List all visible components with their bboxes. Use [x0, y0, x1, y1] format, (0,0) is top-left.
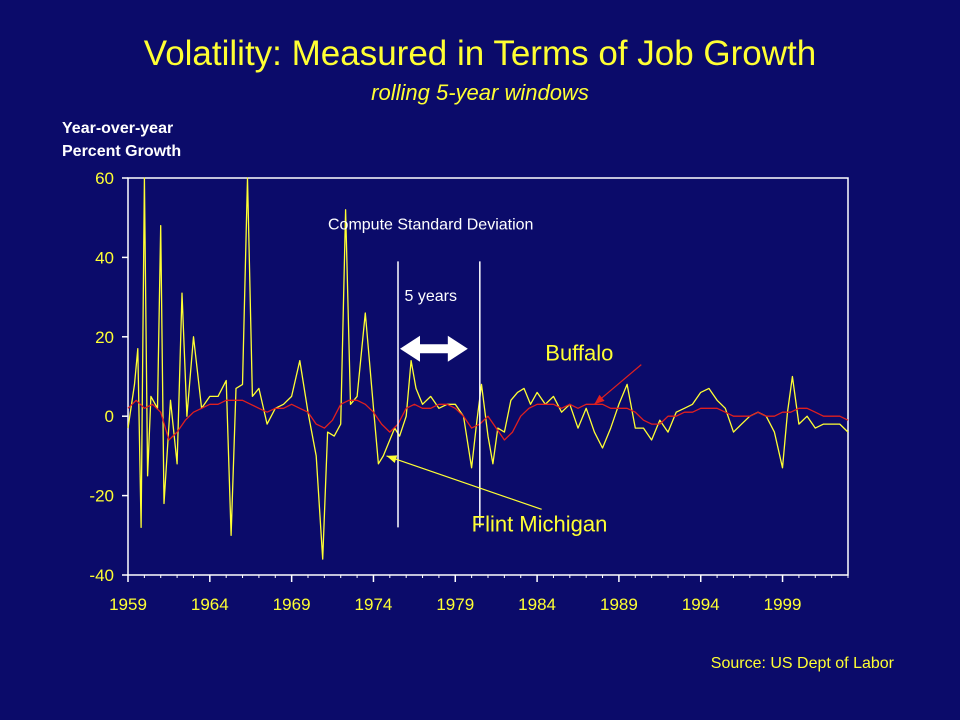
y-tick-label: -20	[89, 487, 114, 506]
y-axis-label-line2: Percent Growth	[62, 143, 182, 160]
chart-title: Volatility: Measured in Terms of Job Gro…	[143, 34, 817, 73]
y-axis-label-line1: Year-over-year	[62, 120, 174, 137]
y-tick-label: 20	[95, 328, 114, 347]
flint-pointer-head	[386, 455, 398, 463]
axes: 60 40 20 0 -20 -40 1959 1964 1969 1974 1979 1984 198…	[89, 169, 849, 614]
series-line-buffalo	[127, 399, 849, 441]
x-tick-label: 1979	[436, 595, 474, 614]
annotation-flint: Flint Michigan	[472, 511, 608, 536]
annotation-compute-std: Compute Standard Deviation	[328, 217, 533, 234]
arrow-head-left	[400, 335, 420, 362]
window-double-arrow	[400, 335, 468, 362]
x-tick-label: 1994	[682, 595, 720, 614]
x-tick-label: 1974	[355, 595, 393, 614]
x-tick-label: 1964	[191, 595, 229, 614]
buffalo-pointer-line	[593, 364, 642, 405]
x-tick-label: 1959	[109, 595, 147, 614]
x-tick-label: 1969	[273, 595, 311, 614]
x-tick-label: 1989	[600, 595, 638, 614]
y-tick-label: -40	[89, 566, 114, 585]
chart-subtitle: rolling 5-year windows	[371, 80, 589, 105]
y-tick-label: 60	[95, 169, 114, 188]
arrow-head-right	[447, 335, 468, 362]
y-tick-label: 0	[105, 407, 114, 426]
y-axis-label: Year-over-year Percent Growth	[62, 117, 181, 163]
annotation-buffalo: Buffalo	[545, 341, 613, 366]
annotation-five-years: 5 years	[404, 288, 456, 305]
buffalo-pointer-head	[594, 394, 605, 405]
annotations: Compute Standard Deviation 5 years Buffalo…	[328, 217, 642, 536]
source-note: Source: US Dept of Labor	[710, 655, 894, 672]
x-tick-label: 1984	[518, 595, 556, 614]
series-line-flint-michigan	[127, 177, 849, 560]
flint-pointer-line	[386, 455, 542, 510]
x-tick-label: 1999	[764, 595, 802, 614]
y-tick-label: 40	[95, 248, 114, 267]
series-group	[127, 177, 849, 560]
